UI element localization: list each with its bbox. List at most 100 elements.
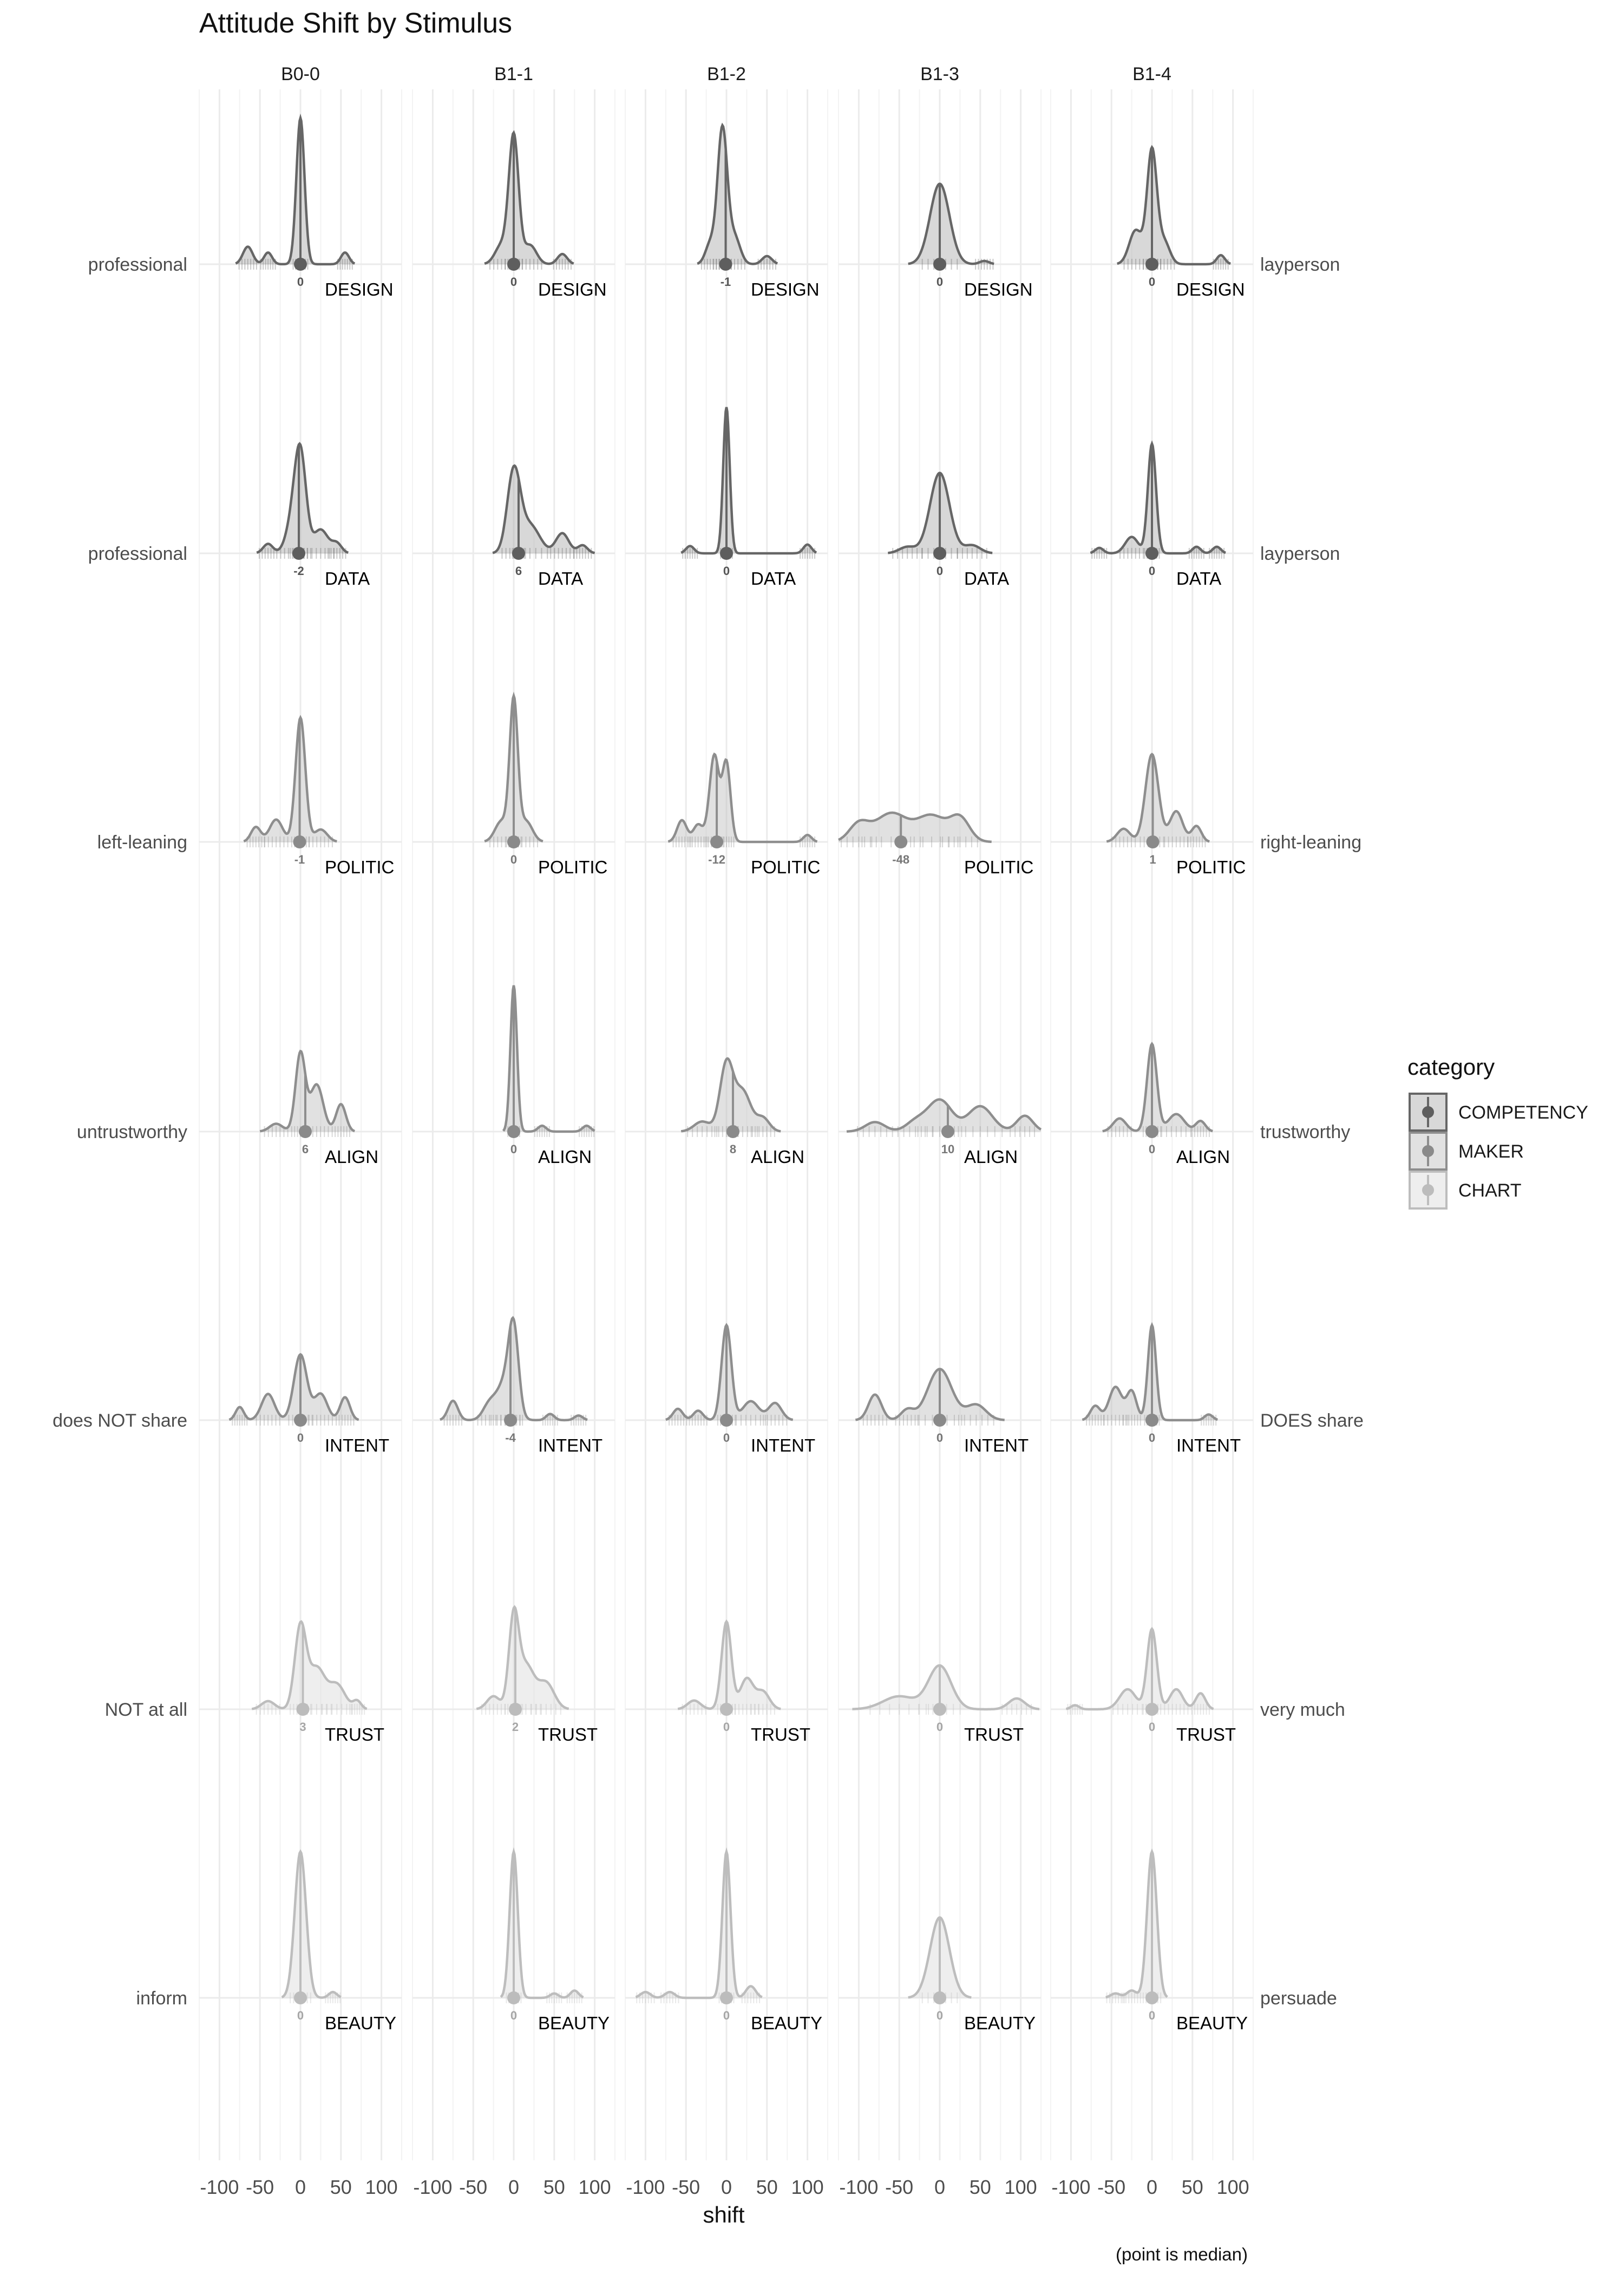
median-label: 0 xyxy=(1149,1431,1155,1445)
median-label: 0 xyxy=(1149,275,1155,289)
median-label: 0 xyxy=(1149,2009,1155,2022)
ridge-area xyxy=(681,407,817,553)
median-point xyxy=(933,1703,946,1716)
row-label-left: NOT at all xyxy=(105,1700,187,1720)
variable-label: DESIGN xyxy=(964,279,1033,299)
x-tick-label: -50 xyxy=(246,2176,274,2198)
ridge-area xyxy=(440,1318,588,1420)
median-point xyxy=(719,258,732,271)
x-tick-label: -100 xyxy=(1051,2176,1090,2198)
row-label-left: left-leaning xyxy=(97,832,187,853)
ridge-line xyxy=(1117,145,1231,266)
row-label-right: right-leaning xyxy=(1260,832,1361,853)
row-label-left: professional xyxy=(88,544,187,564)
legend: category COMPETENCY MAKER CHART xyxy=(1407,1054,1588,1210)
ridge-area xyxy=(636,1852,762,1998)
ridge-line xyxy=(697,122,778,265)
variable-label: POLITIC xyxy=(751,857,820,877)
ridge-line xyxy=(484,130,574,265)
variable-label: DATA xyxy=(1176,568,1221,589)
variable-label: ALIGN xyxy=(964,1147,1018,1167)
median-point xyxy=(1145,1991,1158,2004)
row-label-left: professional xyxy=(88,254,187,275)
variable-label: INTENT xyxy=(751,1435,815,1455)
median-point xyxy=(507,835,520,848)
variable-label: ALIGN xyxy=(751,1147,804,1167)
variable-label: INTENT xyxy=(325,1435,389,1455)
variable-label: BEAUTY xyxy=(751,2013,822,2033)
median-label: 0 xyxy=(723,1720,730,1734)
variable-label: BEAUTY xyxy=(325,2013,396,2033)
median-point xyxy=(508,1703,522,1716)
variable-label: DATA xyxy=(964,568,1009,589)
variable-label: INTENT xyxy=(964,1435,1029,1455)
ridge-line xyxy=(228,1352,359,1421)
variable-label: BEAUTY xyxy=(538,2013,610,2033)
median-point xyxy=(720,1414,733,1427)
ridge-area xyxy=(1082,1325,1218,1420)
median-label: 0 xyxy=(937,275,943,289)
legend-label: CHART xyxy=(1458,1180,1522,1201)
legend-label: MAKER xyxy=(1458,1141,1524,1162)
variable-label: BEAUTY xyxy=(964,2013,1036,2033)
median-label: 0 xyxy=(510,1142,517,1156)
x-tick-label: -50 xyxy=(1097,2176,1125,2198)
legend-key-point xyxy=(1422,1184,1434,1196)
x-tick-label: 50 xyxy=(970,2176,991,2198)
ridge-area xyxy=(1066,1629,1214,1709)
median-point xyxy=(507,1125,520,1138)
variable-label: ALIGN xyxy=(538,1147,592,1167)
ridge-line xyxy=(235,113,356,266)
ridge-line xyxy=(677,1619,781,1710)
median-label: 0 xyxy=(723,564,730,578)
median-label: 6 xyxy=(302,1142,309,1156)
ridge-area xyxy=(855,1369,1005,1420)
x-tick-label: -100 xyxy=(839,2176,878,2198)
median-label: 0 xyxy=(1149,1142,1155,1156)
median-point xyxy=(1146,835,1160,848)
legend-title: category xyxy=(1407,1054,1495,1080)
row-label-right: layperson xyxy=(1260,544,1340,564)
ridge-line xyxy=(1065,1626,1214,1711)
row-label-right: persuade xyxy=(1260,1988,1337,2009)
median-label: 10 xyxy=(941,1142,954,1156)
x-axis-label: shift xyxy=(703,2202,744,2227)
median-label: 6 xyxy=(515,564,522,578)
ridge-line xyxy=(251,1620,368,1710)
facet-panels: B0-0 B1-1 B1-2 B1-3 B1-4 professional layperso… xyxy=(53,64,1364,2198)
ridge-line xyxy=(855,1368,1005,1421)
row-label-left: does NOT share xyxy=(53,1410,187,1431)
median-label: 0 xyxy=(510,2009,517,2022)
ridge-line xyxy=(256,442,349,554)
variable-label: DESIGN xyxy=(538,279,607,299)
variable-label: TRUST xyxy=(325,1724,384,1744)
median-point xyxy=(933,1414,946,1427)
x-tick-label: 100 xyxy=(579,2176,611,2198)
x-tick-label: 100 xyxy=(1005,2176,1037,2198)
median-point xyxy=(720,1703,733,1716)
ridge-area xyxy=(252,1622,367,1709)
row-label-right: layperson xyxy=(1260,254,1340,275)
median-point xyxy=(1145,1414,1158,1427)
ridge-area xyxy=(257,443,349,553)
ridge-area xyxy=(493,466,595,553)
ridge-line xyxy=(680,1057,781,1133)
ridge-line xyxy=(476,1605,569,1710)
x-tick-label: -100 xyxy=(200,2176,239,2198)
variable-label: TRUST xyxy=(964,1724,1024,1744)
x-tick-label: 0 xyxy=(1147,2176,1157,2198)
ridge-area xyxy=(1106,754,1210,842)
median-point xyxy=(933,1991,946,2004)
ridge-area xyxy=(668,754,817,842)
variable-label: POLITIC xyxy=(964,857,1033,877)
median-point xyxy=(294,1414,307,1427)
x-tick-label: 100 xyxy=(1217,2176,1249,2198)
x-tick-label: -50 xyxy=(885,2176,913,2198)
median-point xyxy=(504,1414,518,1427)
median-label: 0 xyxy=(937,1720,943,1734)
ridge-area xyxy=(697,125,778,264)
median-point xyxy=(292,547,306,560)
variable-label: DESIGN xyxy=(1176,279,1245,299)
median-label: -1 xyxy=(294,853,305,866)
median-point xyxy=(1145,547,1158,560)
